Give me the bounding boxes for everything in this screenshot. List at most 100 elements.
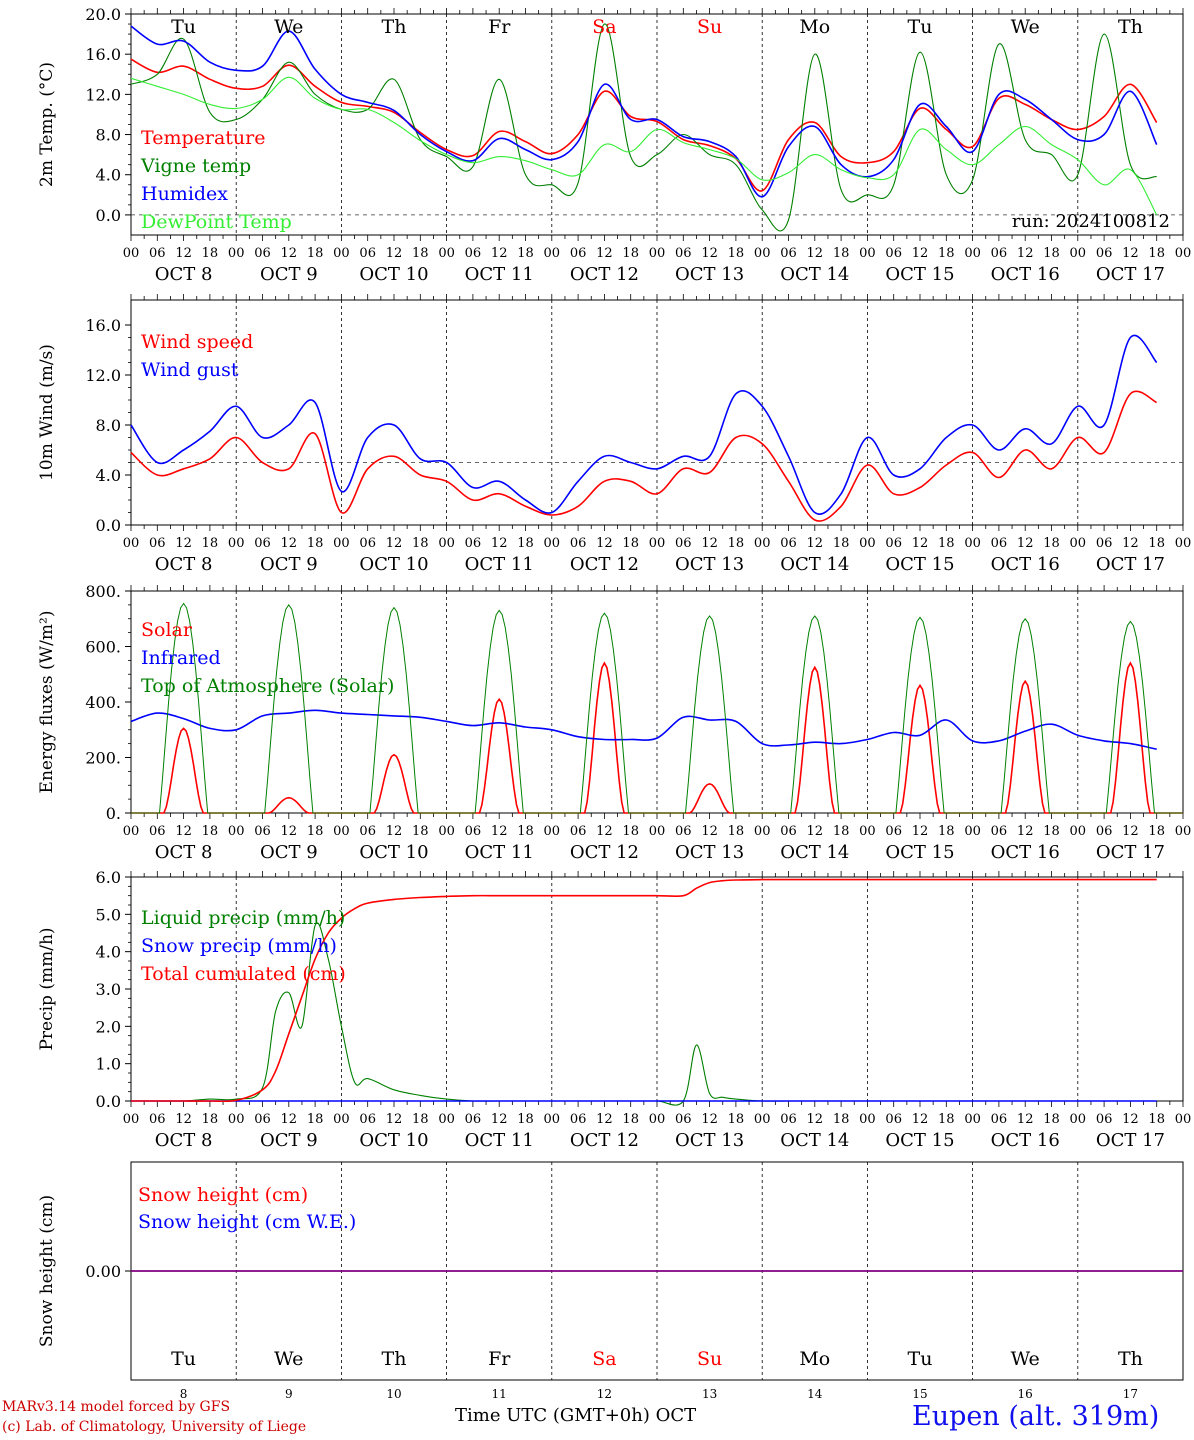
hour-tick-label: 00 xyxy=(649,536,666,551)
hour-tick-label: 18 xyxy=(1148,246,1165,261)
hour-tick-label: 06 xyxy=(570,536,587,551)
hour-tick-label: 06 xyxy=(149,246,166,261)
hour-tick-label: 12 xyxy=(1122,246,1139,261)
date-label: OCT 14 xyxy=(780,264,849,285)
hour-tick-label: 12 xyxy=(912,824,929,839)
date-label: OCT 13 xyxy=(675,264,744,285)
day-name-bottom: We xyxy=(1011,1348,1040,1370)
y-tick-label: 12.0 xyxy=(85,85,121,104)
legend-entry: Wind speed xyxy=(141,331,253,353)
hour-tick-label: 12 xyxy=(1017,824,1034,839)
day-name-bottom: Tu xyxy=(171,1348,196,1370)
hour-tick-label: 06 xyxy=(570,824,587,839)
hour-tick-label: 00 xyxy=(754,824,771,839)
hour-tick-label: 18 xyxy=(202,536,219,551)
hour-tick-label: 18 xyxy=(938,246,955,261)
hour-tick-label: 06 xyxy=(359,536,376,551)
hour-tick-label: 18 xyxy=(833,1112,850,1127)
date-label: OCT 10 xyxy=(359,842,428,863)
time-utc-label: Time UTC (GMT+0h) xyxy=(455,1405,650,1426)
date-label: OCT 16 xyxy=(991,1130,1060,1151)
hour-tick-label: 00 xyxy=(1070,824,1087,839)
hour-tick-label: 12 xyxy=(491,1112,508,1127)
hour-tick-label: 00 xyxy=(859,536,876,551)
hour-tick-label: 06 xyxy=(675,824,692,839)
hour-tick-label: 06 xyxy=(359,246,376,261)
hour-tick-label: 18 xyxy=(1148,824,1165,839)
hour-tick-label: 06 xyxy=(675,1112,692,1127)
hour-tick-label: 18 xyxy=(1148,1112,1165,1127)
day-name-top: Tu xyxy=(171,16,196,38)
hour-tick-label: 18 xyxy=(622,1112,639,1127)
hour-tick-label: 00 xyxy=(649,1112,666,1127)
date-label: OCT 15 xyxy=(885,554,954,575)
hour-tick-label: 12 xyxy=(807,1112,824,1127)
date-label: OCT 17 xyxy=(1096,554,1165,575)
date-label: OCT 9 xyxy=(260,842,318,863)
hour-tick-label: 00 xyxy=(438,536,455,551)
date-label: OCT 15 xyxy=(885,842,954,863)
hour-tick-label: 00 xyxy=(228,246,245,261)
hour-tick-label: 00 xyxy=(859,1112,876,1127)
date-label: OCT 11 xyxy=(465,1130,534,1151)
hour-tick-label: 06 xyxy=(1096,1112,1113,1127)
hour-tick-label: 18 xyxy=(1043,824,1060,839)
y-tick-label: 16.0 xyxy=(85,45,121,64)
hour-tick-label: 06 xyxy=(359,824,376,839)
hour-tick-label: 06 xyxy=(465,824,482,839)
hour-tick-label: 00 xyxy=(438,1112,455,1127)
y-tick-label: 0. xyxy=(106,804,121,823)
day-name-top: Su xyxy=(697,16,722,38)
hour-tick-label: 18 xyxy=(517,824,534,839)
date-label: OCT 12 xyxy=(570,1130,639,1151)
hour-tick-label: 12 xyxy=(701,824,718,839)
date-label: OCT 11 xyxy=(465,554,534,575)
y-tick-label: 400. xyxy=(85,693,121,712)
hour-tick-label: 06 xyxy=(885,824,902,839)
hour-tick-label: 18 xyxy=(938,1112,955,1127)
hour-tick-label: 18 xyxy=(412,536,429,551)
hour-tick-label: 18 xyxy=(622,246,639,261)
y-tick-label: 0.0 xyxy=(96,206,121,225)
hour-tick-label: 18 xyxy=(1148,536,1165,551)
hour-tick-label: 18 xyxy=(307,1112,324,1127)
panel-5: 0.00 Snow height (cm) Snow height (cm) Snow… xyxy=(37,1161,1184,1381)
hour-tick-label: 00 xyxy=(649,824,666,839)
hour-tick-label: 00 xyxy=(754,1112,771,1127)
legend-entry: Snow height (cm) xyxy=(138,1184,308,1206)
day-name-bottom: Su xyxy=(697,1348,722,1370)
hour-tick-label: 00 xyxy=(123,1112,140,1127)
day-number: 12 xyxy=(597,1387,612,1401)
day-name-top: Th xyxy=(1118,16,1143,38)
legend-entry: Wind gust xyxy=(141,359,239,381)
hour-tick-label: 12 xyxy=(1017,246,1034,261)
hour-tick-label: 18 xyxy=(517,1112,534,1127)
date-label: OCT 9 xyxy=(260,554,318,575)
date-label: OCT 12 xyxy=(570,554,639,575)
date-label: OCT 17 xyxy=(1096,842,1165,863)
hour-tick-label: 12 xyxy=(175,1112,192,1127)
hour-tick-label: 18 xyxy=(833,824,850,839)
day-name-bottom: Th xyxy=(382,1348,407,1370)
hour-tick-label: 12 xyxy=(596,246,613,261)
hour-tick-label: 06 xyxy=(1096,536,1113,551)
hour-tick-label: 06 xyxy=(149,1112,166,1127)
hour-tick-label: 18 xyxy=(622,536,639,551)
date-label: OCT 11 xyxy=(465,842,534,863)
y-axis-title: Energy fluxes (W/m²) xyxy=(37,611,57,794)
series-blue-line xyxy=(130,334,1158,515)
hour-tick-label: 06 xyxy=(991,246,1008,261)
hour-tick-label: 00 xyxy=(438,824,455,839)
y-tick-label: 600. xyxy=(85,638,121,657)
hour-tick-label: 06 xyxy=(465,536,482,551)
y-tick-label: 2.0 xyxy=(96,1017,121,1036)
hour-tick-label: 12 xyxy=(1017,1112,1034,1127)
hour-tick-label: 18 xyxy=(412,246,429,261)
hour-tick-label: 12 xyxy=(491,824,508,839)
hour-tick-label: 12 xyxy=(596,1112,613,1127)
y-tick-label: 8.0 xyxy=(96,416,121,435)
date-label: OCT 8 xyxy=(155,264,213,285)
hour-tick-label: 18 xyxy=(307,824,324,839)
hour-tick-label: 06 xyxy=(570,1112,587,1127)
